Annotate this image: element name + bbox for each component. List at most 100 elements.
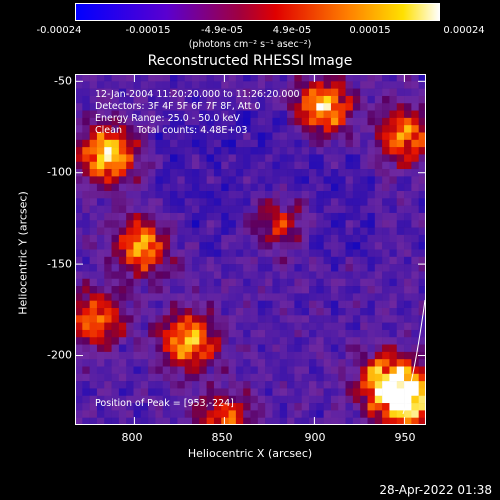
heatmap-cell [82, 191, 90, 199]
heatmap-cell [323, 249, 332, 258]
heatmap-cell [367, 227, 376, 236]
heatmap-cell [294, 308, 302, 316]
heatmap-cell [184, 88, 193, 97]
heatmap-cell [374, 388, 383, 397]
heatmap-cell [338, 417, 346, 425]
heatmap-cell [396, 227, 405, 236]
heatmap-cell [301, 308, 310, 316]
heatmap-cell [104, 183, 112, 192]
heatmap-cell [118, 264, 127, 272]
heatmap-cell [148, 242, 156, 250]
heatmap-cell [294, 344, 302, 353]
heatmap-cell [75, 410, 83, 418]
heatmap-cell [396, 344, 405, 353]
heatmap-cell [382, 366, 390, 375]
heatmap-cell [221, 147, 229, 155]
heatmap-cell [243, 366, 251, 375]
heatmap-cell [126, 322, 134, 331]
heatmap-cell [382, 256, 390, 265]
heatmap-cell [272, 191, 281, 199]
heatmap-cell [228, 242, 237, 250]
heatmap-cell [228, 366, 237, 375]
heatmap-cell [279, 344, 288, 353]
heatmap-cell [352, 147, 361, 155]
heatmap-cell [243, 227, 251, 236]
heatmap-cell [213, 154, 222, 163]
heatmap-cell [155, 286, 164, 294]
heatmap-cell [404, 249, 412, 258]
heatmap-cell [213, 132, 222, 141]
heatmap-cell [382, 278, 390, 287]
heatmap-cell [257, 139, 266, 148]
heatmap-cell [272, 315, 281, 323]
heatmap-cell [213, 176, 222, 184]
heatmap-cell [177, 242, 185, 250]
heatmap-cell [338, 395, 346, 404]
heatmap-cell [360, 74, 368, 82]
heatmap-cell [221, 337, 229, 345]
heatmap-cell [374, 125, 383, 133]
heatmap-cell [404, 417, 412, 425]
heatmap-cell [367, 110, 376, 119]
heatmap-cell [213, 74, 222, 82]
heatmap-cell [374, 322, 383, 331]
heatmap-cell [140, 322, 149, 331]
heatmap-cell [382, 205, 390, 214]
heatmap-cell [148, 256, 156, 265]
heatmap-cell [82, 359, 90, 367]
heatmap-cell [118, 242, 127, 250]
heatmap-cell [148, 169, 156, 177]
heatmap-cell [323, 198, 332, 206]
heatmap-cell [118, 329, 127, 338]
heatmap-cell [235, 351, 244, 360]
heatmap-cell [104, 198, 112, 206]
heatmap-cell [396, 74, 405, 82]
heatmap-cell [243, 286, 251, 294]
heatmap-cell [199, 169, 207, 177]
heatmap-cell [338, 147, 346, 155]
heatmap-cell [221, 117, 229, 126]
heatmap-cell [89, 395, 98, 404]
heatmap-cell [89, 286, 98, 294]
heatmap-cell [199, 110, 207, 119]
heatmap-cell [235, 359, 244, 367]
heatmap-cell [272, 329, 281, 338]
heatmap-cell [301, 125, 310, 133]
heatmap-cell [389, 286, 398, 294]
heatmap-cell [177, 403, 185, 411]
heatmap-cell [309, 147, 317, 155]
heatmap-cell [418, 176, 426, 184]
heatmap-cell [184, 95, 193, 104]
heatmap-cell [206, 147, 215, 155]
heatmap-cell [382, 271, 390, 280]
heatmap-cell [213, 198, 222, 206]
heatmap-cell [309, 205, 317, 214]
heatmap-cell [235, 322, 244, 331]
heatmap-cell [89, 256, 98, 265]
heatmap-cell [243, 88, 251, 97]
heatmap-cell [75, 286, 83, 294]
heatmap-cell [177, 88, 185, 97]
heatmap-cell [279, 366, 288, 375]
heatmap-cell [301, 388, 310, 397]
heatmap-cell [148, 183, 156, 192]
heatmap-cell [287, 388, 295, 397]
heatmap-cell [404, 110, 412, 119]
heatmap-cell [323, 278, 332, 287]
heatmap-cell [272, 88, 281, 97]
heatmap-cell [309, 212, 317, 221]
heatmap-cell [133, 293, 142, 301]
heatmap-cell [309, 410, 317, 418]
heatmap-cell [177, 169, 185, 177]
heatmap-cell [338, 117, 346, 126]
heatmap-cell [309, 81, 317, 89]
heatmap-cell [301, 220, 310, 228]
heatmap-cell [250, 176, 259, 184]
heatmap-cell [177, 329, 185, 338]
heatmap-cell [148, 88, 156, 97]
heatmap-cell [265, 205, 273, 214]
heatmap-cell [199, 117, 207, 126]
heatmap-cell [126, 278, 134, 287]
heatmap-cell [396, 373, 405, 382]
heatmap-cell [294, 183, 302, 192]
